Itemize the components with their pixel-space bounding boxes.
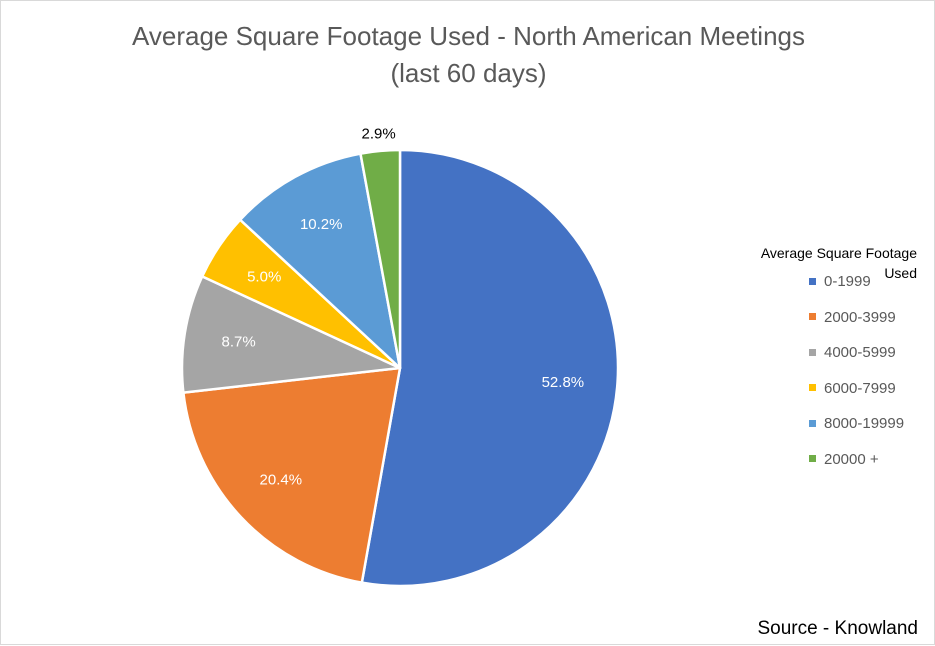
legend-swatch <box>809 348 816 356</box>
chart-subtitle: (last 60 days) <box>390 58 547 88</box>
pie-slice-0-1999 <box>360 148 620 588</box>
legend-item-4000-5999: 4000-5999 <box>809 343 896 363</box>
chart-title: Average Square Footage Used - North Amer… <box>132 21 805 51</box>
pie-slice-20000 <box>359 148 402 370</box>
data-label-8000-19999: 10.2% <box>300 216 343 233</box>
legend-item-20000: 20000 + <box>809 450 879 470</box>
legend-swatch <box>809 384 816 392</box>
legend-label: 6000-7999 <box>824 379 896 397</box>
legend-swatch <box>809 313 816 321</box>
data-label-0-1999: 52.8% <box>542 374 585 391</box>
legend-label: 0-1999 <box>824 273 871 290</box>
data-label-2000-3999: 20.4% <box>260 471 303 488</box>
legend-item-2000-3999: 2000-3999 <box>809 308 896 328</box>
source-note: Source - Knowland <box>757 618 918 639</box>
legend-item-6000-7999: 6000-7999 <box>809 379 896 399</box>
pie-slice-8000-19999 <box>238 152 402 370</box>
legend-label: 20000 + <box>824 450 879 468</box>
legend-swatch <box>809 455 816 463</box>
legend-item-8000-19999: 8000-19999 <box>809 414 904 434</box>
legend-label: 4000-5999 <box>824 344 896 361</box>
legend-item-0-1999: 0-1999 <box>809 272 871 292</box>
legend-title: Average Square Footage Used <box>760 245 917 281</box>
data-label-4000-5999: 8.7% <box>221 333 255 350</box>
pie-slice-2000-3999 <box>182 366 402 584</box>
legend-label: 2000-3999 <box>824 308 896 326</box>
legend-swatch <box>809 419 816 427</box>
data-label-6000-7999: 5.0% <box>247 268 281 285</box>
legend-label: 8000-19999 <box>824 415 905 432</box>
legend-swatch <box>809 277 816 285</box>
data-label-20000: 2.9% <box>362 125 396 142</box>
pie-slice-4000-5999 <box>180 275 402 394</box>
